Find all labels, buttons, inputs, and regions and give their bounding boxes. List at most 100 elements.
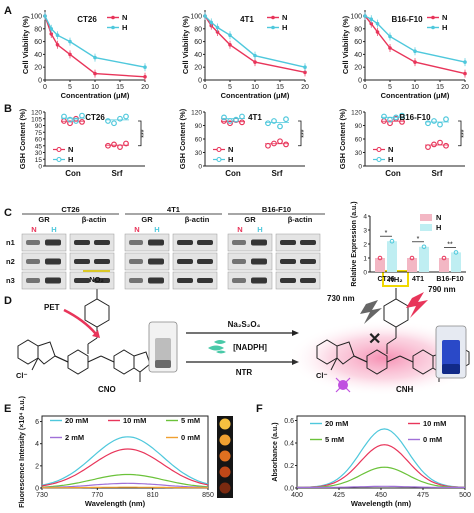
legend-marker bbox=[111, 15, 115, 20]
y-tick-label: 120 bbox=[351, 110, 362, 117]
panel-letter-b: B bbox=[4, 103, 12, 115]
well-1 bbox=[219, 434, 231, 446]
dot-srf_N-3 bbox=[443, 142, 449, 149]
y-tick-label: 100 bbox=[350, 14, 362, 21]
series-line-n bbox=[44, 15, 146, 78]
legend-label-n: N bbox=[228, 145, 233, 154]
dot-srf_H-0 bbox=[425, 120, 431, 127]
significance-bracket bbox=[458, 120, 462, 147]
row-label-n2: n2 bbox=[6, 257, 15, 266]
blot-actin bbox=[69, 252, 115, 271]
group-label-srf: Srf bbox=[111, 169, 122, 178]
blot-actin bbox=[275, 233, 321, 252]
legend-marker bbox=[216, 146, 222, 153]
band-gr-h bbox=[148, 277, 164, 284]
y-tick-label: 105 bbox=[31, 116, 42, 123]
y-tick-label: 120 bbox=[31, 110, 42, 117]
emission-label: 790 nm bbox=[428, 285, 456, 294]
y-tick-label: 60 bbox=[35, 137, 43, 144]
gr-label: GR bbox=[38, 215, 50, 224]
sig-label: * bbox=[417, 236, 420, 243]
bar-h-0 bbox=[387, 241, 397, 272]
bar-point-n bbox=[441, 255, 447, 261]
group-label-srf: Srf bbox=[431, 169, 442, 178]
y-tick-label: 0 bbox=[363, 270, 367, 277]
x-tick-label: 10 bbox=[91, 84, 99, 91]
legend-label-2: 5 mM bbox=[181, 416, 200, 425]
significance-bracket bbox=[138, 120, 142, 147]
bar-h-2 bbox=[451, 252, 461, 272]
group-label-srf: Srf bbox=[271, 169, 282, 178]
y-axis-label: Absorbance (a.u.) bbox=[272, 422, 279, 481]
lane-n-label: N bbox=[134, 225, 139, 234]
x-axis-label: Concentration (μM) bbox=[221, 91, 290, 100]
row-label-n1: n1 bbox=[6, 238, 15, 247]
dot-srf_N-2 bbox=[277, 138, 283, 145]
y-tick-label: 0.4 bbox=[284, 441, 294, 448]
y-tick-label: 80 bbox=[194, 26, 202, 33]
x-tick-label: 730 bbox=[36, 492, 48, 499]
well-4 bbox=[219, 482, 231, 494]
y-tick-label: 120 bbox=[191, 110, 202, 117]
y-tick-label: 30 bbox=[35, 150, 43, 157]
y-tick-label: 0 bbox=[358, 78, 362, 85]
chart-title: 4T1 bbox=[248, 113, 262, 122]
y-axis-label: GSH Content (%) bbox=[18, 108, 27, 169]
band-gr-h bbox=[45, 277, 61, 284]
blot-actin bbox=[172, 233, 218, 252]
y-axis-label: Fluorescence Intensity (×10⁴ a.u.) bbox=[19, 396, 26, 508]
y-tick-label: 60 bbox=[194, 39, 202, 46]
series-line-n bbox=[204, 15, 306, 74]
bar-point-h bbox=[421, 244, 427, 250]
cno-label: CNO bbox=[98, 385, 116, 394]
legend-marker bbox=[376, 156, 382, 163]
panel-e-chart: 730 770 810 850 0 2 4 6 Wavelength (nm) Fluoresce… bbox=[19, 396, 233, 508]
band-gr-n bbox=[232, 259, 246, 264]
y-tick-label: 90 bbox=[195, 123, 203, 130]
y-tick-label: 90 bbox=[355, 123, 363, 130]
significance-label: *** bbox=[301, 129, 308, 137]
panel-b-chart-4t1: 0 30 60 90 120 GSH Content (%) Con Srf 4T1 NH *** bbox=[178, 108, 308, 178]
dot-srf_N-3 bbox=[283, 141, 289, 148]
blot-gr bbox=[124, 252, 170, 271]
y-tick-label: 30 bbox=[195, 150, 203, 157]
dot-con_H-0 bbox=[381, 113, 387, 120]
chart-title: CT26 bbox=[77, 15, 97, 24]
band-gr-n bbox=[26, 278, 40, 283]
dot-srf_H-2 bbox=[117, 115, 123, 122]
dot-con_N-1 bbox=[227, 120, 233, 127]
legend-label-n: N bbox=[282, 13, 287, 22]
y-tick-label: 0 bbox=[38, 164, 42, 171]
panel-letter-e: E bbox=[4, 403, 11, 415]
x-tick-label: 810 bbox=[147, 492, 159, 499]
legend-label-n: N bbox=[388, 145, 393, 154]
panel-c-bar-chart: 0 1 2 3 4 Relative Expression (a.u.) CT26 * 4T1 *… bbox=[351, 201, 466, 287]
dot-con_H-3 bbox=[79, 112, 85, 119]
y-tick-label: 100 bbox=[190, 14, 202, 21]
band-actin-n bbox=[74, 278, 90, 283]
bar-n-1 bbox=[407, 258, 417, 272]
significance-label: *** bbox=[141, 129, 148, 137]
legend-label-h: H bbox=[122, 23, 127, 32]
band-gr-h bbox=[251, 277, 267, 284]
legend-marker bbox=[56, 156, 62, 163]
band-actin-h bbox=[94, 259, 110, 264]
legend-label-4: 0 mM bbox=[181, 433, 200, 442]
y-axis-label: Relative Expression (a.u.) bbox=[351, 201, 358, 286]
dot-con_H-3 bbox=[239, 113, 245, 120]
dot-srf_N-0 bbox=[425, 144, 431, 151]
dot-srf_H-0 bbox=[265, 120, 271, 127]
probe-molecule-left bbox=[17, 288, 171, 382]
panel-c-blots: CT26 GR β-actin N H 4T1 GR β-actin N H B16-F10 GR β-… bbox=[6, 205, 325, 290]
y-tick-label: 2 bbox=[35, 463, 39, 470]
x-axis-label: Concentration (μM) bbox=[381, 91, 450, 100]
chloride-label-right: Cl⁻ bbox=[316, 371, 328, 380]
x-tick-label: 770 bbox=[91, 492, 103, 499]
reagent-bottom-label: NTR bbox=[236, 368, 253, 377]
y-tick-label: 60 bbox=[354, 39, 362, 46]
band-actin-n bbox=[177, 240, 193, 245]
row-label-n3: n3 bbox=[6, 276, 15, 285]
band-gr-n bbox=[232, 278, 246, 283]
x-tick-label: 20 bbox=[301, 84, 309, 91]
y-axis-label: Cell Viability (%) bbox=[341, 15, 350, 74]
